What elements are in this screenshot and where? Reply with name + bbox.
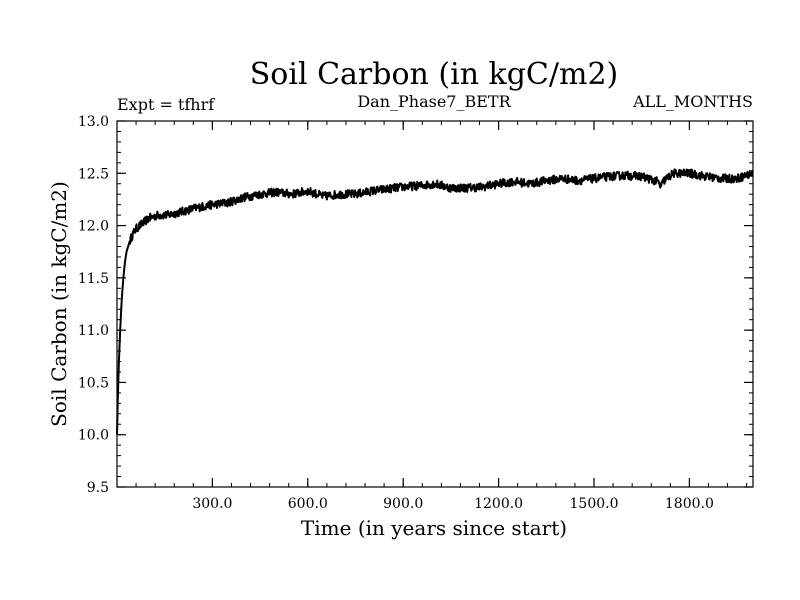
y-tick-label: 9.5 bbox=[87, 480, 109, 496]
y-tick-label: 11.0 bbox=[78, 323, 109, 339]
plot-frame bbox=[116, 120, 754, 488]
axis-ticks bbox=[117, 120, 753, 488]
x-tick-label: 1500.0 bbox=[570, 496, 619, 512]
series-line bbox=[116, 168, 754, 435]
x-axis-label: Time (in years since start) bbox=[301, 516, 567, 540]
x-tick-label: 900.0 bbox=[383, 496, 423, 512]
chart-title: Soil Carbon (in kgC/m2) bbox=[250, 57, 618, 92]
y-tick-label: 13.0 bbox=[78, 114, 109, 130]
x-tick-label: 1800.0 bbox=[665, 496, 714, 512]
tick-labels: 300.0 600.0 900.0 1200.0 1500.0 1800.0 9.5 10.0… bbox=[78, 114, 714, 512]
y-axis-label: Soil Carbon (in kgC/m2) bbox=[47, 181, 71, 427]
run-name-label: Dan_Phase7_BETR bbox=[357, 92, 511, 111]
y-tick-label: 11.5 bbox=[78, 271, 109, 287]
y-tick-label: 10.0 bbox=[78, 428, 109, 444]
series-group bbox=[116, 168, 754, 435]
experiment-label: Expt = tfhrf bbox=[117, 95, 215, 114]
y-tick-label: 12.5 bbox=[78, 166, 109, 182]
months-label: ALL_MONTHS bbox=[632, 92, 753, 111]
x-tick-label: 1200.0 bbox=[474, 496, 523, 512]
y-tick-label: 12.0 bbox=[78, 219, 109, 235]
x-tick-label: 600.0 bbox=[288, 496, 328, 512]
x-tick-label: 300.0 bbox=[192, 496, 232, 512]
y-tick-label: 10.5 bbox=[78, 375, 109, 391]
